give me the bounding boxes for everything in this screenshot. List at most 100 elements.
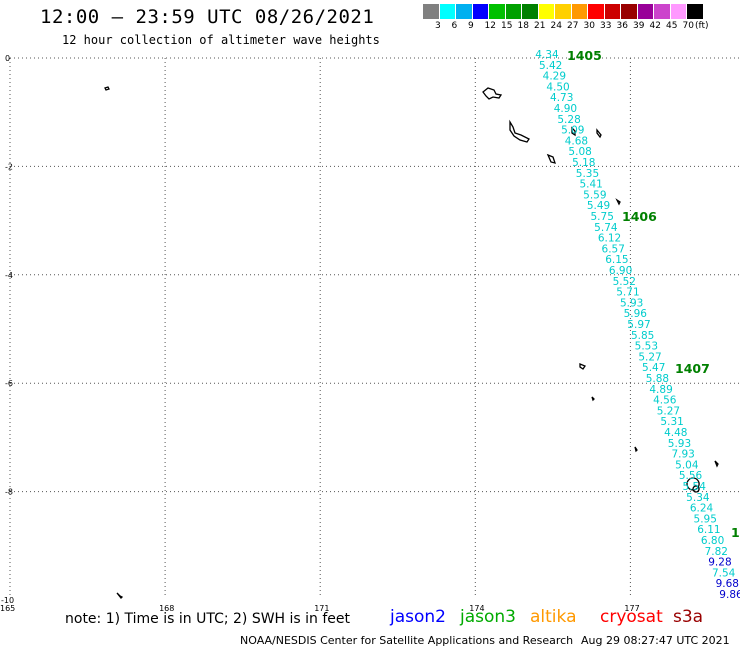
wave-height-value: 5.74: [594, 222, 618, 234]
lon-tick-label: 168: [159, 604, 174, 613]
legend-label: 15: [501, 21, 513, 31]
wave-height-value: 5.27: [638, 351, 661, 363]
satellite-s3a-label: s3a: [673, 607, 704, 627]
legend-label: 27: [567, 21, 579, 31]
wave-height-value: 4.90: [554, 103, 577, 115]
wave-height-value: 5.04: [675, 459, 699, 471]
wave-height-value: 4.89: [649, 384, 672, 396]
island-outline: [104, 86, 110, 91]
satellite-cryosat-label: cryosat: [600, 607, 663, 627]
wave-height-value: 6.80: [701, 535, 724, 547]
legend-swatch: [687, 4, 704, 19]
legend-swatch: [588, 4, 605, 19]
wave-height-value: 9.28: [708, 557, 731, 569]
wave-height-value: 5.31: [660, 416, 683, 428]
wave-height-value: 4.56: [653, 395, 677, 407]
wave-height-value: 5.09: [561, 125, 584, 137]
wave-height-value: 5.95: [694, 513, 717, 525]
legend-swatch: [423, 4, 440, 19]
wave-height-value: 7.54: [712, 567, 736, 579]
island-outline: [579, 363, 586, 370]
wave-height-value: 5.28: [557, 114, 580, 126]
wave-height-value: 5.35: [576, 168, 599, 180]
wave-height-value: 9.86: [719, 589, 740, 601]
wave-height-value: 4.50: [546, 81, 569, 93]
legend-label: 70: [682, 21, 694, 31]
wave-height-value: 5.93: [668, 438, 691, 450]
legend-swatch: [604, 4, 621, 19]
wave-height-color-legend: [423, 4, 704, 19]
wave-height-value: 5.53: [635, 341, 658, 353]
wave-height-value: 6.57: [602, 243, 625, 255]
wave-height-value: 5.42: [539, 60, 562, 72]
wave-height-value: 7.82: [705, 546, 728, 558]
legend-label: 42: [649, 21, 661, 31]
legend-label: 12: [484, 21, 496, 31]
wave-height-value: 5.52: [613, 276, 636, 288]
legend-label: 30: [583, 21, 595, 31]
lon-tick-label: 177: [624, 604, 639, 613]
legend-label: 3: [435, 21, 441, 31]
wave-height-value: 4.34: [535, 49, 559, 61]
wave-height-value: 5.41: [579, 179, 602, 191]
legend-swatch: [456, 4, 473, 19]
wave-height-value: 5.08: [568, 146, 591, 158]
legend-label: 45: [666, 21, 678, 31]
legend-swatch: [670, 4, 687, 19]
lat-tick-label: -2: [5, 162, 13, 171]
legend-label: 6: [451, 21, 458, 31]
lon-tick-label: 165: [0, 604, 15, 613]
wave-height-value: 5.49: [587, 200, 610, 212]
island-outline: [596, 128, 602, 139]
wave-height-value: 5.71: [616, 287, 639, 299]
wave-height-value: 5.56: [679, 470, 703, 482]
legend-swatch: [489, 4, 506, 19]
island-outline: [571, 126, 576, 137]
legend-label: 33: [600, 21, 612, 31]
pass-time-label: 1: [731, 525, 740, 540]
pass-time-label: 1405: [567, 48, 602, 63]
wave-height-value: 6.15: [605, 254, 628, 266]
island-outline: [509, 119, 530, 143]
wave-height-value: 5.27: [657, 405, 680, 417]
credit-text: NOAA/NESDIS Center for Satellite Applica…: [240, 634, 574, 647]
wave-height-value: 6.90: [609, 265, 632, 277]
lat-tick-label: 0: [5, 54, 10, 63]
legend-label: 36: [616, 21, 628, 31]
wave-height-value: 5.47: [642, 362, 665, 374]
island-outline: [714, 460, 719, 468]
legend-swatch: [621, 4, 638, 19]
wave-height-value: 7.93: [671, 449, 694, 461]
pass-time-label: 1406: [622, 209, 657, 224]
wave-height-value: 5.59: [583, 189, 606, 201]
legend-unit: (ft): [695, 21, 709, 31]
legend-label: 21: [534, 21, 546, 31]
island-outline: [591, 396, 595, 402]
wave-height-value: 9.68: [716, 578, 739, 590]
wave-height-value: 6.12: [598, 233, 621, 245]
satellite-jason3-label: jason3: [460, 607, 516, 627]
wave-height-value: 6.11: [697, 524, 720, 536]
wave-height-value: 5.75: [591, 211, 614, 223]
wave-height-value: 4.29: [543, 71, 566, 83]
wave-height-value: 5.85: [631, 330, 654, 342]
note-text: note: 1) Time is in UTC; 2) SWH is in fe…: [65, 611, 351, 627]
legend-swatch: [522, 4, 539, 19]
wave-height-value: 5.93: [620, 297, 643, 309]
wave-height-value: 4.73: [550, 92, 573, 104]
legend-swatch: [505, 4, 522, 19]
map-title: 12:00 — 23:59 UTC 08/26/2021: [40, 6, 375, 28]
legend-swatch: [439, 4, 456, 19]
generated-timestamp: Aug 29 08:27:47 UTC 2021: [581, 634, 730, 647]
legend-label: 18: [517, 21, 529, 31]
wave-height-value: 6.24: [690, 503, 714, 515]
wave-height-value: 5.96: [624, 308, 648, 320]
satellite-jason2-label: jason2: [390, 607, 446, 627]
wave-height-value: 4.48: [664, 427, 687, 439]
map-subtitle: 12 hour collection of altimeter wave hei…: [62, 33, 380, 47]
satellite-altika-label: altika: [530, 607, 577, 627]
legend-label: 24: [550, 21, 562, 31]
lat-tick-label: -6: [5, 379, 13, 388]
legend-swatch: [555, 4, 572, 19]
